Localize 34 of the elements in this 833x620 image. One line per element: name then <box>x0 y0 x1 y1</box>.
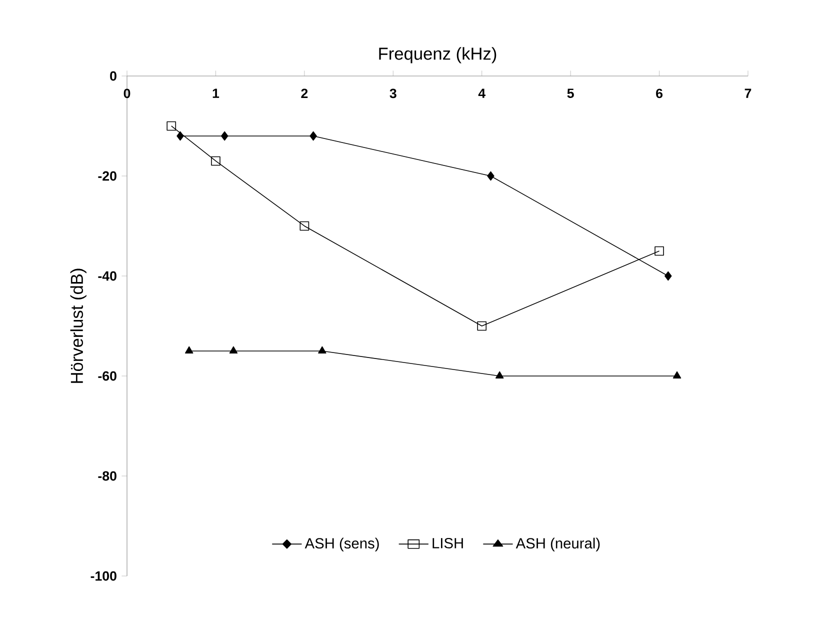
legend-label: LISH <box>432 538 463 548</box>
point <box>477 321 487 331</box>
point <box>211 156 220 166</box>
point <box>300 221 310 231</box>
point <box>166 121 176 131</box>
point <box>185 346 194 354</box>
x-tick-label: 0 <box>124 88 130 98</box>
x-tick-label: 5 <box>567 88 574 98</box>
point <box>664 271 672 281</box>
point <box>310 131 317 141</box>
y-tick-label: 0 <box>110 71 116 81</box>
point <box>496 371 504 379</box>
y-axis-title: Hörverlust (dB) <box>70 268 86 383</box>
point <box>229 346 238 354</box>
legend-label: ASH (neural) <box>516 538 600 552</box>
x-tick-label: 3 <box>390 88 396 98</box>
point <box>318 346 326 354</box>
point <box>487 171 494 181</box>
point <box>176 131 184 141</box>
x-tick-label: 7 <box>744 88 752 98</box>
point <box>220 131 228 141</box>
y-tick-label: -80 <box>98 471 116 481</box>
x-tick-label: 4 <box>478 88 486 98</box>
legend-label: ASH (sens) <box>304 538 379 552</box>
y-tick-label: -60 <box>98 371 116 381</box>
y-tick-label: -20 <box>98 171 116 181</box>
point <box>672 371 682 379</box>
y-tick-label: -100 <box>90 571 116 581</box>
x-axis-title: Frequenz (kHz) <box>379 47 496 64</box>
x-tick-label: 1 <box>212 88 220 98</box>
x-tick-label: 2 <box>301 88 308 98</box>
x-tick-label: 6 <box>656 88 663 98</box>
y-tick-label: -40 <box>98 271 116 281</box>
point <box>654 246 664 256</box>
